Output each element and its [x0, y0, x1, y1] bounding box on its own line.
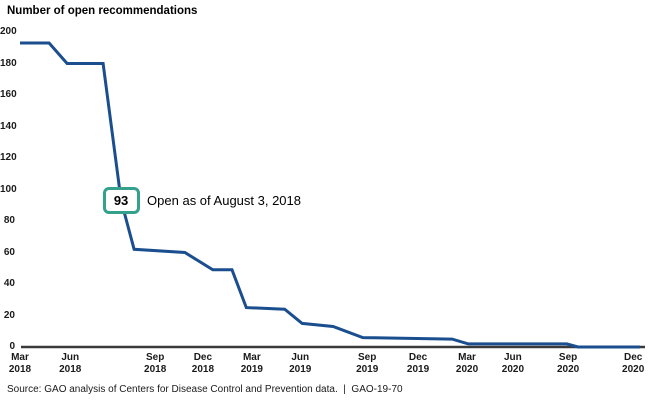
x-tick-month: Dec [193, 352, 213, 363]
x-axis-tick-label: Mar 2019 [232, 352, 272, 376]
x-axis-tick-label: Dec 2019 [398, 352, 438, 376]
x-tick-year: 2019 [289, 364, 312, 375]
x-tick-year: 2020 [556, 364, 580, 375]
x-tick-year: 2020 [501, 364, 525, 375]
x-tick-year: 2020 [622, 364, 645, 375]
y-axis-tick-label: 80 [3, 215, 15, 226]
y-axis-tick-label: 140 [0, 120, 17, 132]
x-tick-month: Mar [458, 352, 476, 363]
source-line: Source: GAO analysis of Centers for Dise… [7, 384, 403, 395]
x-axis-tick-label: Dec 2020 [613, 352, 650, 376]
x-axis-tick-label: Sep 2020 [548, 352, 588, 376]
x-axis-tick-label: Jun 2018 [50, 352, 90, 376]
x-tick-month: Dec [408, 352, 428, 363]
x-tick-month: Jun [504, 352, 522, 363]
y-axis-tick-label: 40 [3, 278, 15, 289]
x-tick-month: Dec [623, 352, 643, 363]
x-tick-month: Mar [11, 352, 29, 363]
y-axis-tick-label: 200 [0, 26, 17, 37]
x-tick-year: 2019 [240, 364, 263, 375]
callout-text: Open as of August 3, 2018 [147, 192, 301, 208]
y-axis-tick-label: 60 [3, 246, 15, 258]
x-tick-year: 2018 [144, 364, 167, 375]
x-tick-year: 2019 [406, 364, 430, 375]
x-axis-tick-label: Jun 2020 [493, 352, 533, 376]
y-axis-tick-label: 120 [0, 152, 17, 163]
x-tick-month: Mar [242, 352, 261, 363]
x-axis-tick-label: Sep 2018 [135, 352, 175, 376]
x-tick-month: Jun [61, 352, 80, 363]
y-axis-tick-label: 180 [0, 57, 17, 69]
y-axis-tick-label: 0 [9, 341, 15, 352]
x-tick-year: 2019 [356, 364, 379, 375]
x-axis-tick-label: Sep 2019 [347, 352, 387, 376]
x-axis-tick-label: Dec 2018 [183, 352, 223, 376]
callout-value: 93 [113, 193, 129, 209]
chart-title: Number of open recommendations [7, 5, 198, 17]
x-axis-tick-label: Mar 2020 [447, 352, 487, 376]
open-recommendations-line [20, 41, 640, 349]
x-tick-year: 2020 [455, 364, 479, 375]
callout-value-box: 93 [102, 187, 140, 215]
y-axis-tick-label: 160 [0, 89, 17, 100]
x-tick-month: Sep [145, 352, 165, 363]
x-axis-tick-label: Jun 2019 [280, 352, 320, 376]
x-tick-year: 2018 [8, 364, 32, 375]
y-axis-tick-label: 100 [0, 183, 17, 195]
x-tick-month: Sep [358, 352, 377, 363]
x-tick-year: 2018 [59, 364, 82, 375]
x-axis-tick-label: Mar 2018 [0, 352, 40, 376]
y-axis-tick-label: 20 [3, 309, 15, 321]
x-tick-year: 2018 [191, 364, 215, 375]
x-tick-month: Jun [291, 352, 310, 363]
x-tick-month: Sep [558, 352, 578, 363]
